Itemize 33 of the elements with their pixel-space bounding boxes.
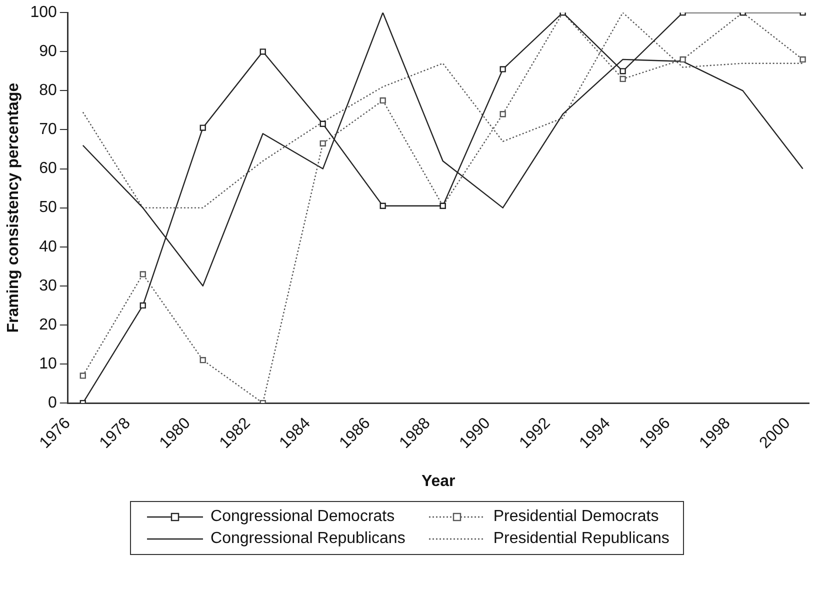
point [620,68,626,74]
legend-label: Presidential Democrats [493,508,659,526]
y-tick-label: 60 [39,160,57,178]
point [140,302,146,309]
y-tick-label: 100 [30,4,57,22]
point [320,140,326,146]
y-tick-label: 80 [39,82,57,100]
y-tick-label: 70 [39,121,57,138]
legend-label: Presidential Republicans [493,530,670,548]
point [380,202,386,209]
y-axis-title: Framing consistency percentage [5,82,22,333]
y-tick-label: 90 [39,43,57,60]
point [500,66,506,72]
y-tick-label: 0 [48,394,57,412]
point [620,76,626,82]
y-tick-label: 50 [39,199,57,216]
point [140,271,146,278]
x-axis-title: Year [421,472,456,490]
point [500,111,506,118]
y-tick-label: 10 [39,355,57,372]
point [320,120,326,127]
point [680,56,686,63]
point [380,97,386,104]
legend-label: Congressional Republicans [210,530,406,548]
point [200,124,206,131]
point [260,48,266,55]
y-tick-label: 40 [39,238,57,256]
y-tick-label: 30 [39,277,57,294]
y-tick-label: 20 [39,316,57,334]
point [80,372,86,379]
point [200,357,206,364]
point [800,56,806,63]
legend-label: Congressional Democrats [210,508,395,526]
